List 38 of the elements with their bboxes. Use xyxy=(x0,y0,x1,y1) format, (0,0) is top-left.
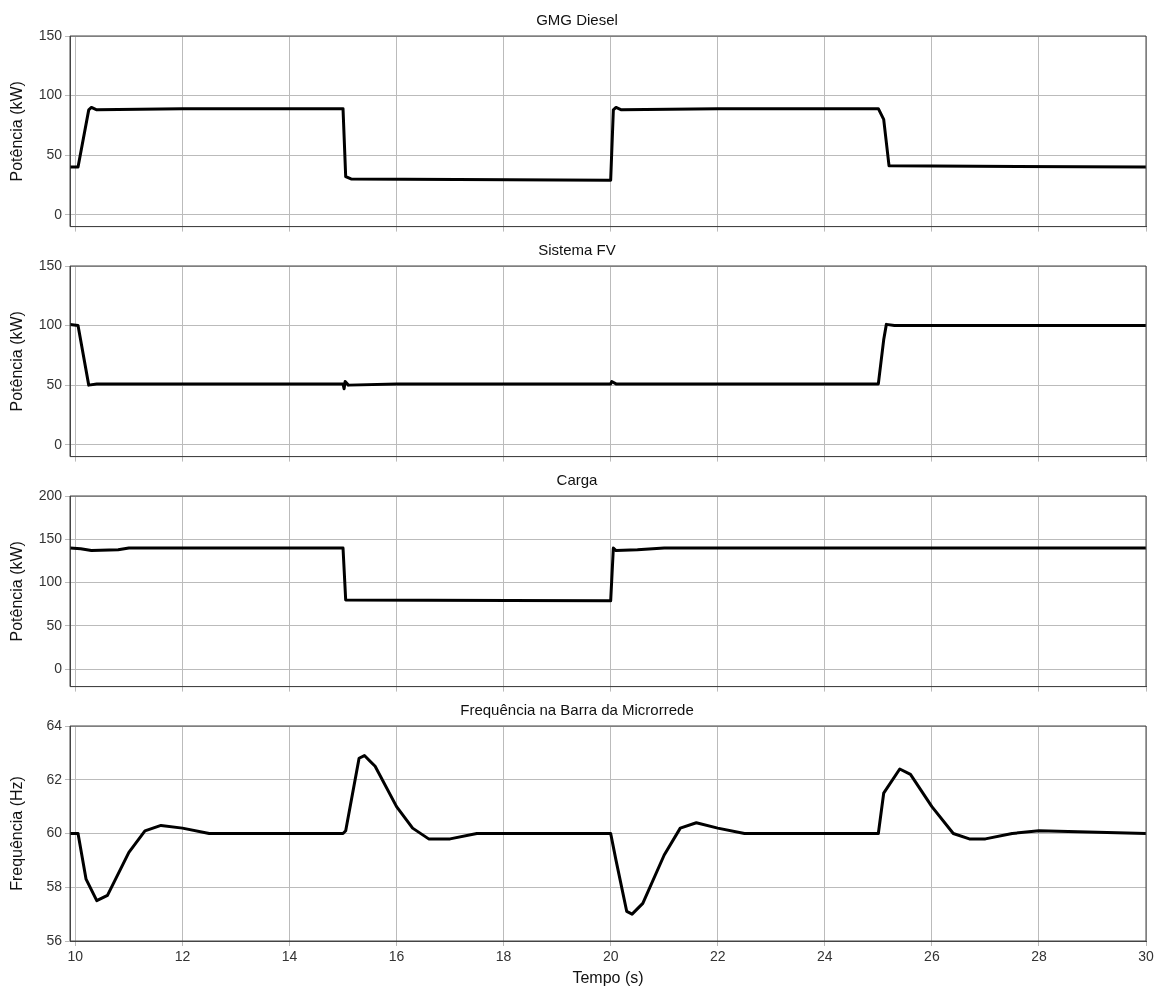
y-tick-label: 50 xyxy=(46,616,63,633)
x-tick-label: 16 xyxy=(388,948,405,965)
y-tick-label: 200 xyxy=(38,486,63,503)
x-tick-label: 22 xyxy=(709,948,726,965)
y-tick-label: 58 xyxy=(46,878,63,895)
x-tick-label: 12 xyxy=(174,948,191,965)
chart-title: Carga xyxy=(556,471,599,489)
x-axis-title: Tempo (s) xyxy=(572,968,644,986)
x-tick-label: 28 xyxy=(1031,948,1047,965)
y-tick-label: 150 xyxy=(38,530,63,547)
y-axis-title: Potência (kW) xyxy=(8,81,26,182)
y-tick-label: 50 xyxy=(46,375,63,392)
y-tick-label: 100 xyxy=(38,86,63,103)
y-tick-label: 100 xyxy=(38,573,63,590)
y-tick-label: 0 xyxy=(54,205,63,222)
y-tick-label: 56 xyxy=(46,931,63,948)
x-tick-label: 18 xyxy=(495,948,512,965)
y-axis-title: Potência (kW) xyxy=(8,541,26,642)
y-tick-label: 64 xyxy=(46,716,63,733)
y-tick-label: 150 xyxy=(38,256,63,273)
x-tick-label: 26 xyxy=(924,948,940,965)
x-tick-label: 10 xyxy=(67,948,84,965)
chart-title: GMG Diesel xyxy=(536,11,618,29)
x-tick-label: 24 xyxy=(817,948,833,965)
x-tick-label: 20 xyxy=(602,948,619,965)
y-axis-title: Potência (kW) xyxy=(8,311,26,412)
y-tick-label: 60 xyxy=(46,824,63,841)
y-tick-label: 150 xyxy=(38,26,63,43)
y-tick-label: 0 xyxy=(54,660,63,677)
y-tick-label: 0 xyxy=(54,435,63,452)
chart-title: Frequência na Barra da Microrrede xyxy=(460,701,694,719)
chart-title: Sistema FV xyxy=(538,241,616,259)
y-tick-label: 50 xyxy=(46,145,63,162)
y-axis-title: Frequência (Hz) xyxy=(8,776,26,891)
x-tick-label: 14 xyxy=(281,948,298,965)
y-tick-label: 62 xyxy=(46,770,63,787)
x-tick-label: 30 xyxy=(1138,948,1154,965)
y-tick-label: 100 xyxy=(38,316,63,333)
